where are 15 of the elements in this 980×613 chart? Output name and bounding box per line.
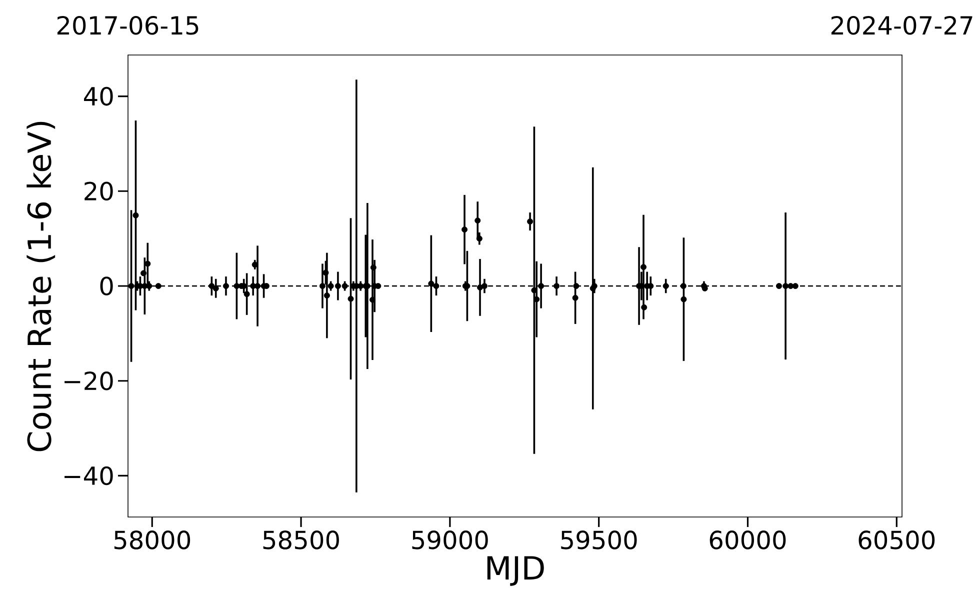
text: 2024-07-27 — [831, 16, 972, 35]
x-tick-label: 60000 — [710, 530, 786, 550]
y-tick-label: 0 — [100, 276, 113, 296]
text: 2017-06-15 — [57, 16, 198, 35]
y-tick-label: 20 — [84, 182, 113, 201]
x-tick-label: 60500 — [858, 530, 935, 550]
y-tick-label: −20 — [64, 371, 113, 390]
x-tick-label: 58000 — [114, 530, 190, 550]
y-tick-label: −40 — [64, 466, 113, 486]
x-tick-label: 59000 — [412, 530, 488, 550]
y-axis-title: Count Rate (1-6 keV) — [26, 122, 56, 452]
x-axis-title: MJD — [487, 556, 544, 586]
x-tick-label: 58500 — [263, 530, 339, 550]
y-tick-label: 40 — [84, 86, 113, 106]
x-tick-label: 59500 — [561, 530, 637, 550]
